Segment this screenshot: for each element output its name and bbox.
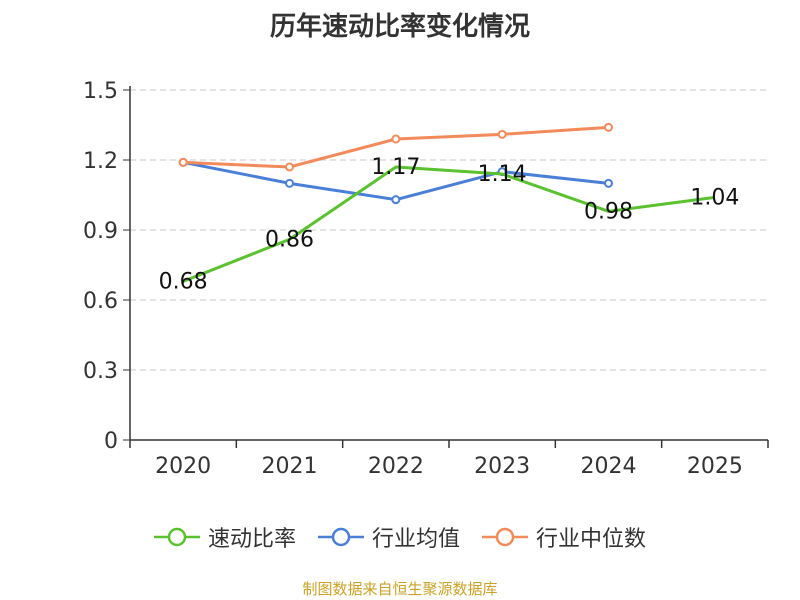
- x-tick-label: 2023: [474, 454, 530, 479]
- y-tick-label: 1.2: [83, 149, 118, 174]
- data-point-1: [285, 178, 294, 188]
- x-tick-label: 2022: [368, 454, 424, 479]
- legend-label-quick-ratio: 速动比率: [207, 527, 296, 552]
- data-label: 1.04: [690, 185, 739, 210]
- x-tick-label: 2020: [155, 454, 211, 479]
- legend-marker-industry-median: [482, 527, 528, 547]
- data-point-1: [391, 195, 401, 205]
- data-point-2: [604, 122, 613, 132]
- chart-title: 历年速动比率变化情况: [269, 12, 530, 42]
- data-label: 1.17: [371, 155, 420, 180]
- data-point-2: [391, 134, 401, 144]
- data-label: 0.68: [159, 269, 208, 294]
- data-point-2: [178, 157, 188, 167]
- legend-label-industry-median: 行业中位数: [536, 527, 647, 552]
- legend-marker-quick-ratio: [153, 527, 200, 547]
- legend-item-industry-mean[interactable]: 行业均值: [317, 521, 460, 553]
- data-point-2: [285, 162, 294, 172]
- y-tick-label: 0.9: [83, 219, 118, 244]
- x-tick-label: 2024: [581, 454, 637, 479]
- x-tick-label: 2021: [262, 454, 318, 479]
- data-label: 0.98: [584, 199, 633, 224]
- y-tick-label: 0: [104, 429, 118, 454]
- y-tick-label: 0.6: [83, 289, 118, 314]
- legend-item-quick-ratio[interactable]: 速动比率: [153, 521, 296, 553]
- data-point-1: [604, 178, 613, 188]
- source-note: 制图数据来自恒生聚源数据库: [302, 580, 498, 598]
- legend: 速动比率 行业均值 行业中位数: [0, 521, 800, 553]
- x-tick-label: 2025: [687, 454, 743, 479]
- legend-marker-industry-mean: [317, 527, 364, 547]
- y-tick-label: 0.3: [83, 359, 118, 384]
- y-tick-label: 1.5: [83, 79, 118, 104]
- legend-label-industry-mean: 行业均值: [371, 527, 460, 552]
- data-label: 1.14: [478, 162, 527, 187]
- data-point-2: [497, 129, 507, 139]
- data-label: 0.86: [265, 227, 314, 252]
- legend-item-industry-median[interactable]: 行业中位数: [482, 521, 646, 553]
- series-line-0: [182, 165, 716, 283]
